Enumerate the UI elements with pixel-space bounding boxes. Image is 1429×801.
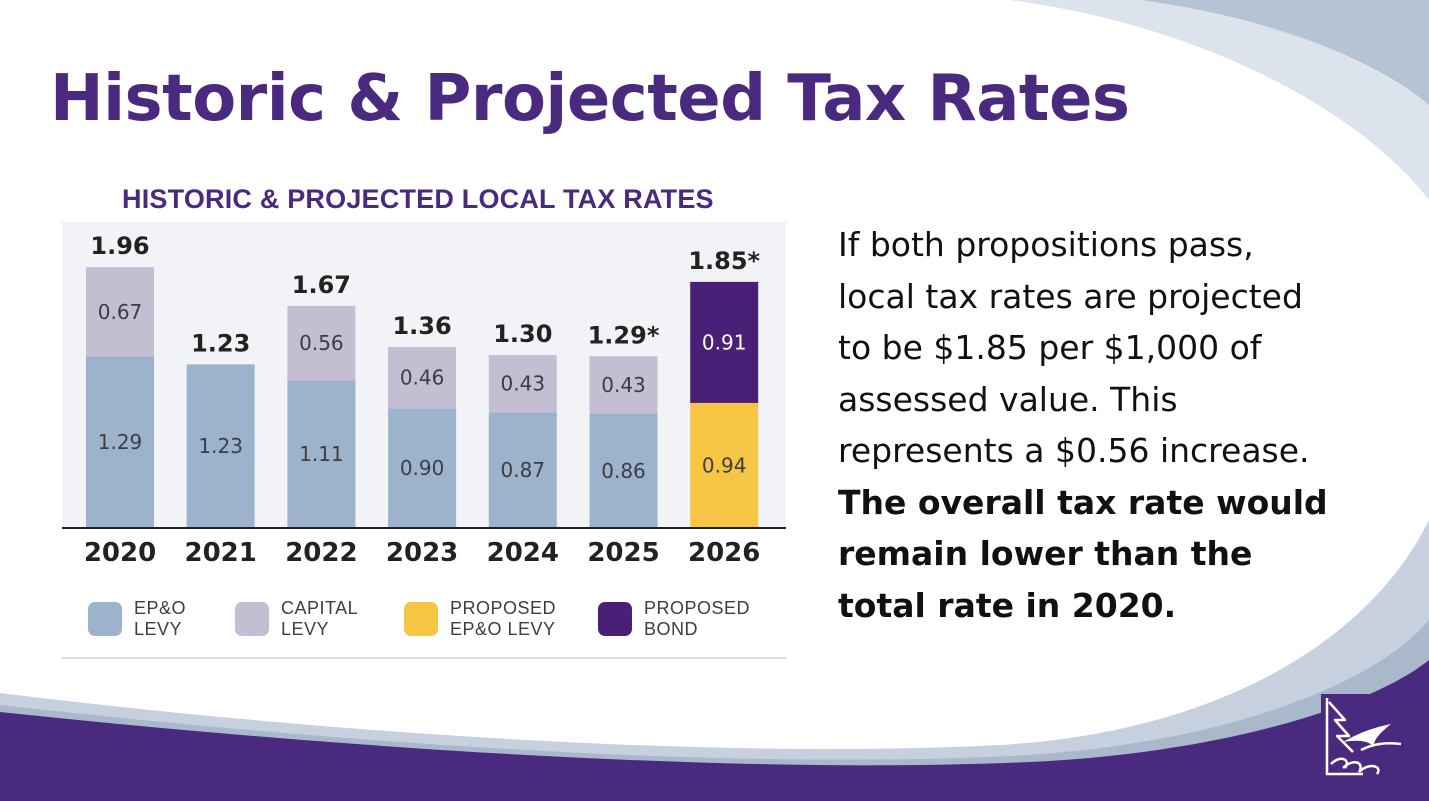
- segment-label-ep-o-levy-2022: 1.11: [299, 442, 344, 466]
- x-tick-label-2020: 2020: [84, 538, 156, 568]
- segment-label-capital-levy-2025: 0.43: [601, 373, 646, 397]
- x-tick-label-2022: 2022: [285, 538, 357, 568]
- total-label-2020: 1.96: [90, 232, 149, 260]
- x-tick-label-2021: 2021: [185, 538, 257, 568]
- bar-ep-o-levy-2022: [287, 380, 356, 528]
- segment-label-capital-levy-2020: 0.67: [98, 300, 143, 324]
- bars-layer: [86, 267, 759, 528]
- legend-divider: [62, 657, 786, 659]
- description-bold: The overall tax rate would remain lower …: [838, 482, 1328, 625]
- bar-ep-o-levy-2023: [388, 408, 457, 528]
- x-tick-label-2023: 2023: [386, 538, 458, 568]
- total-label-2021: 1.23: [191, 329, 250, 357]
- total-label-2023: 1.36: [392, 312, 451, 340]
- segment-label-capital-levy-2022: 0.56: [299, 331, 344, 355]
- bar-proposed-bond-2026: [690, 281, 759, 403]
- bar-capital-levy-2023: [388, 347, 457, 409]
- bar-ep-o-levy-2021: [186, 364, 255, 528]
- legend-label-line: LEVY: [134, 619, 183, 639]
- legend-label-line: BOND: [644, 619, 699, 639]
- x-tick-label-2026: 2026: [688, 538, 760, 568]
- top-right-swoosh-light: [1010, 0, 1429, 200]
- bar-proposed-ep-o-levy-2026: [690, 402, 759, 528]
- footer-band: [0, 660, 1429, 801]
- bar-capital-levy-2022: [287, 305, 356, 381]
- description-regular: If both propositions pass, local tax rat…: [838, 225, 1310, 470]
- legend-swatch-proposed-bond: [598, 602, 632, 636]
- total-label-2025: 1.29*: [588, 321, 660, 349]
- legend-label-capital-levy: CAPITAL LEVY: [281, 598, 421, 640]
- top-right-swoosh-dark: [1140, 0, 1429, 105]
- bar-capital-levy-2020: [86, 267, 154, 357]
- segment-label-ep-o-levy-2021: 1.23: [198, 434, 243, 458]
- bar-ep-o-levy-2025: [589, 413, 658, 528]
- legend-label-line: CAPITAL: [281, 598, 359, 618]
- total-label-2022: 1.67: [292, 271, 351, 299]
- legend-label-line: PROPOSED: [450, 598, 557, 618]
- total-label-2026: 1.85*: [688, 247, 760, 275]
- total-label-2024: 1.30: [493, 320, 552, 348]
- bar-ep-o-levy-2020: [86, 356, 154, 528]
- legend-swatch-proposed-epo-levy: [404, 602, 438, 636]
- chart-legend: EP&O LEVY CAPITAL LEVY PROPOSED EP&O LEV…: [88, 598, 788, 646]
- legend-label-line: EP&O: [134, 598, 187, 618]
- bottom-swoosh-light: [0, 520, 1429, 801]
- legend-label-epo-levy: EP&O LEVY: [134, 598, 274, 640]
- legend-label-line: EP&O LEVY: [450, 619, 556, 639]
- legend-label-proposed-epo-levy: PROPOSED EP&O LEVY: [450, 598, 590, 640]
- legend-swatch-capital-levy: [235, 602, 269, 636]
- labels-layer: 1.29 0.67 1.96 2020 1.23 1.23 2021 1.11 0.56 1.67…: [84, 232, 761, 568]
- segment-label-ep-o-levy-2023: 0.90: [400, 456, 445, 480]
- segment-label-ep-o-levy-2024: 0.87: [501, 458, 546, 482]
- legend-label-proposed-bond: PROPOSED BOND: [644, 598, 784, 640]
- legend-label-line: PROPOSED: [644, 598, 751, 618]
- chart-title: HISTORIC & PROJECTED LOCAL TAX RATES: [122, 184, 714, 214]
- seattle-district-logo-icon: [1321, 694, 1407, 778]
- slide-title: Historic & Projected Tax Rates: [50, 62, 1130, 136]
- legend-swatch-epo-levy: [88, 602, 122, 636]
- x-tick-label-2025: 2025: [587, 538, 659, 568]
- x-tick-label-2024: 2024: [487, 538, 559, 568]
- segment-label-capital-levy-2024: 0.43: [501, 372, 546, 396]
- bar-ep-o-levy-2024: [488, 412, 557, 528]
- description-text: If both propositions pass, local tax rat…: [838, 219, 1338, 631]
- bar-capital-levy-2025: [589, 356, 658, 414]
- segment-label-ep-o-levy-2025: 0.86: [601, 459, 646, 483]
- segment-label-proposed-ep-o-levy-2026: 0.94: [702, 453, 747, 477]
- segment-label-proposed-bond-2026: 0.91: [702, 330, 747, 354]
- segment-label-capital-levy-2023: 0.46: [400, 366, 445, 390]
- bar-capital-levy-2024: [488, 355, 557, 413]
- legend-label-line: LEVY: [281, 619, 330, 639]
- segment-label-ep-o-levy-2020: 1.29: [98, 430, 143, 454]
